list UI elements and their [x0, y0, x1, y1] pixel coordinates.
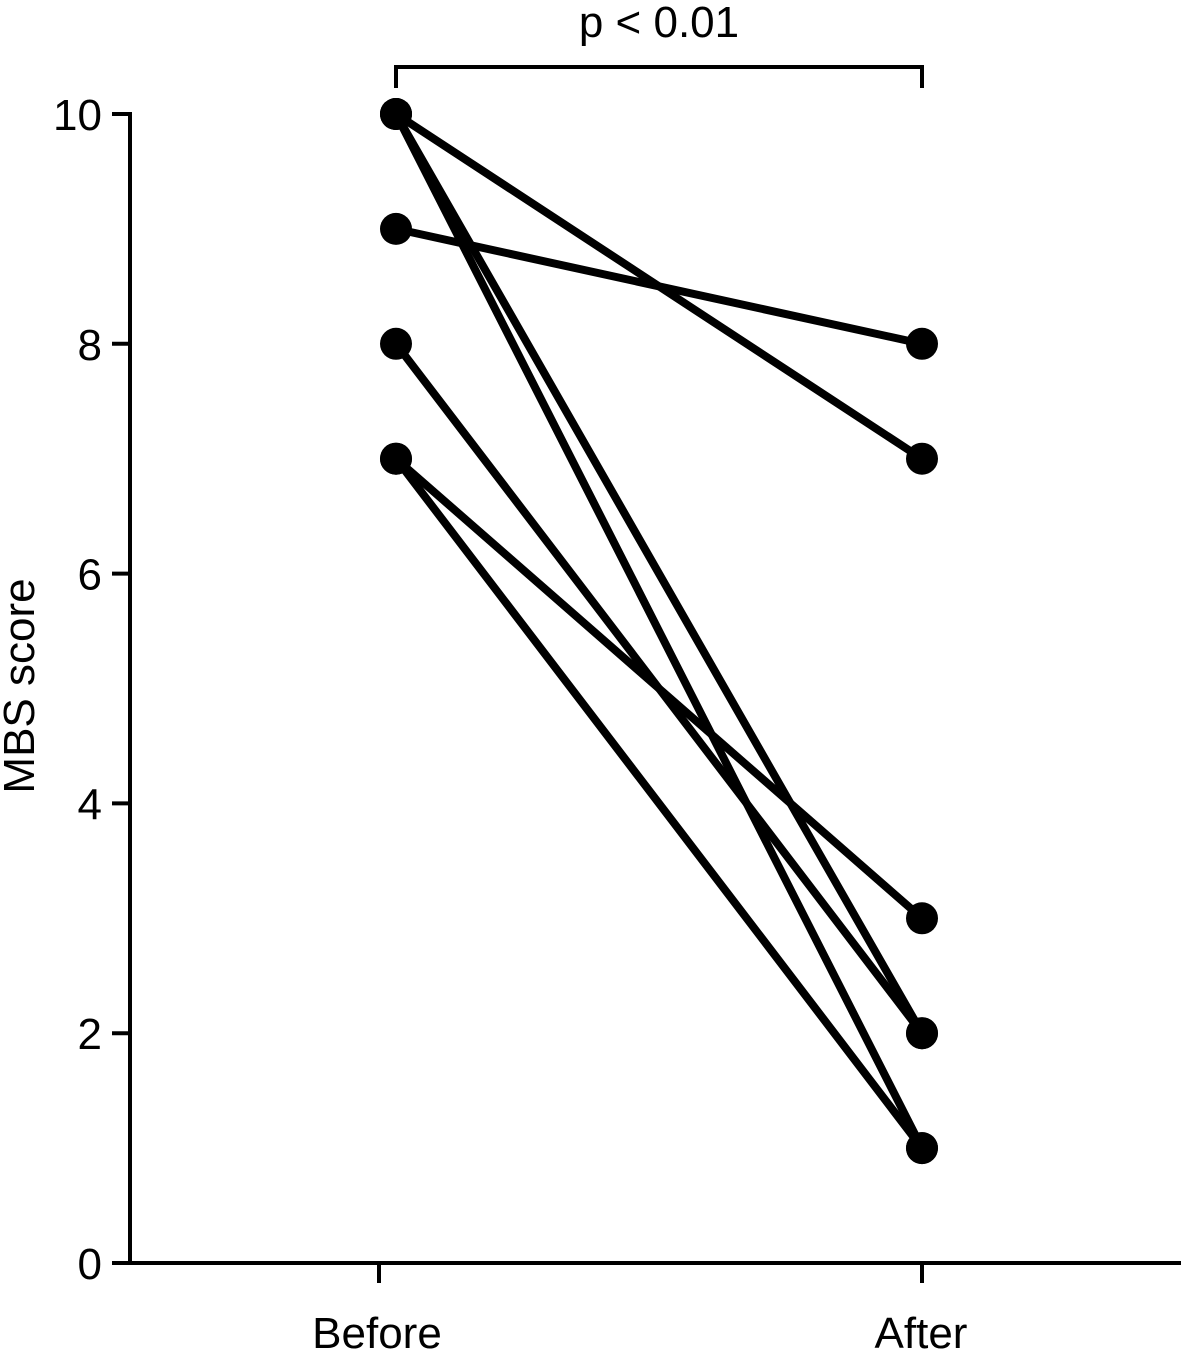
point-after-6	[906, 902, 938, 935]
significance-annotation: p < 0.01	[579, 0, 739, 47]
y-tick-label-8: 8	[78, 321, 102, 370]
point-before-4	[380, 212, 412, 245]
point-before-5	[380, 327, 412, 360]
y-tick-label-4: 4	[78, 780, 102, 829]
point-before-7	[380, 442, 412, 475]
x-tick-label-after: After	[875, 1309, 968, 1350]
pair-line-3	[392, 110, 926, 1038]
data-points	[380, 98, 938, 1165]
point-before-3	[380, 98, 412, 130]
y-tick-label-0: 0	[78, 1240, 102, 1289]
pair-line-7	[392, 454, 926, 1153]
axes	[128, 112, 1181, 1265]
pair-line-4	[392, 224, 926, 348]
significance-bracket: p < 0.01	[394, 0, 924, 88]
y-ticks: 0 2 4 6 8 10	[53, 91, 130, 1289]
x-ticks: Before After	[312, 1263, 967, 1350]
y-axis-label: MBS score	[0, 578, 44, 793]
y-tick-label-6: 6	[78, 551, 102, 600]
point-after-7	[906, 1132, 938, 1165]
pair-lines	[392, 110, 926, 1153]
x-tick-label-before: Before	[312, 1309, 442, 1350]
point-after-5	[906, 1017, 938, 1050]
y-tick-label-10: 10	[53, 91, 102, 140]
y-tick-label-2: 2	[78, 1010, 102, 1059]
point-after-4	[906, 327, 938, 360]
point-after-1	[906, 442, 938, 475]
pair-line-2	[392, 110, 926, 1153]
pair-line-6	[392, 454, 926, 923]
